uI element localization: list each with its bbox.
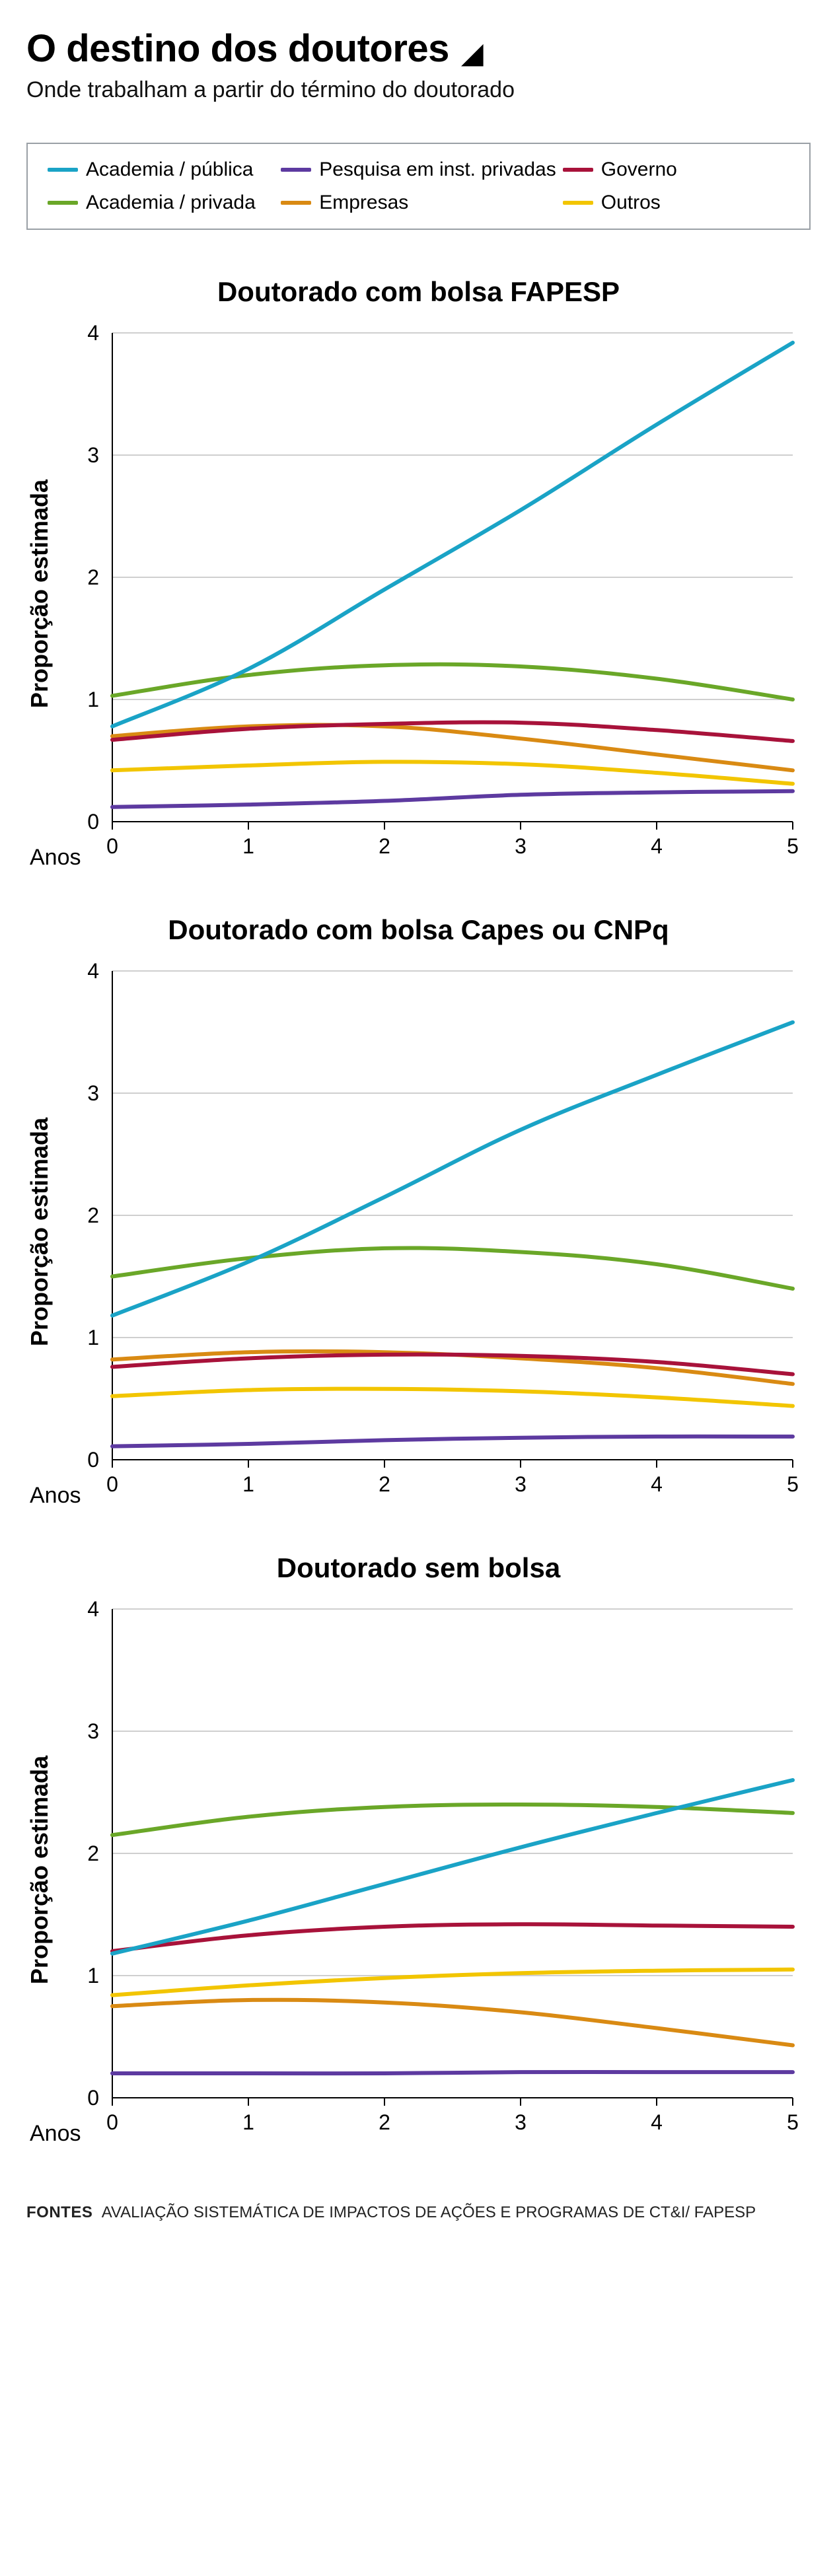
legend-swatch-icon [563, 201, 593, 205]
legend-item-academia_privada: Academia / privada [48, 192, 274, 214]
chart-panel: Doutorado com bolsa Capes ou CNPq Proporç… [26, 914, 811, 1506]
source-footer: FONTES AVALIAÇÃO SISTEMÁTICA DE IMPACTOS… [26, 2203, 811, 2222]
chart-svg: 0 1 2 3 4 0 1 2 3 4 5 [26, 958, 806, 1506]
y-tick-label: 4 [87, 959, 99, 983]
x-tick-label: 3 [515, 834, 527, 858]
y-axis-label: Proporção estimada [26, 1118, 54, 1346]
y-axis-label: Proporção estimada [26, 1756, 54, 1984]
legend-item-label: Empresas [319, 192, 408, 214]
legend-item-label: Pesquisa em inst. privadas [319, 159, 556, 181]
x-tick-label: 1 [242, 834, 254, 858]
chart-panel: Doutorado sem bolsa Proporção estimada Ano… [26, 1552, 811, 2144]
expand-triangle-icon: ◢ [461, 39, 484, 68]
x-tick-label: 5 [787, 1472, 799, 1496]
series-line-academia_privada [112, 1248, 793, 1289]
chart-panel: Doutorado com bolsa FAPESP Proporção esti… [26, 276, 811, 868]
chart-panel-title: Doutorado com bolsa Capes ou CNPq [26, 914, 811, 946]
y-tick-label: 1 [87, 688, 99, 711]
y-axis-label: Proporção estimada [26, 480, 54, 708]
x-tick-label: 5 [787, 2110, 799, 2134]
legend-swatch-icon [48, 168, 78, 172]
title-row: O destino dos doutores ◢ [26, 26, 811, 71]
y-tick-label: 0 [87, 810, 99, 834]
legend-swatch-icon [281, 168, 311, 172]
x-tick-label: 4 [651, 1472, 663, 1496]
y-tick-label: 2 [87, 1203, 99, 1227]
source-footer-label: FONTES [26, 2203, 92, 2221]
chart-panel-title: Doutorado sem bolsa [26, 1552, 811, 1584]
series-line-academia_publica [112, 343, 793, 727]
legend-item-outros: Outros [563, 192, 789, 214]
series-line-academia_publica [112, 1022, 793, 1316]
y-tick-label: 3 [87, 1719, 99, 1743]
legend-swatch-icon [563, 168, 593, 172]
chart-area: Proporção estimadaAnos01234012345 [26, 320, 811, 868]
page-subtitle: Onde trabalham a partir do término do do… [26, 77, 811, 103]
legend-item-label: Governo [601, 159, 677, 181]
legend-swatch-icon [48, 201, 78, 205]
x-tick-label: 3 [515, 1472, 527, 1496]
legend-item-label: Academia / privada [86, 192, 256, 214]
y-tick-label: 4 [87, 1597, 99, 1621]
series-line-empresas [112, 2000, 793, 2046]
y-tick-label: 0 [87, 1448, 99, 1472]
page-title: O destino dos doutores [26, 26, 449, 71]
series-line-pesquisa_privada [112, 791, 793, 807]
x-axis-label: Anos [30, 1483, 81, 1509]
y-tick-label: 2 [87, 565, 99, 589]
page: O destino dos doutores ◢ Onde trabalham … [0, 0, 837, 2248]
chart-area: Proporção estimadaAnos01234012345 [26, 958, 811, 1506]
y-tick-label: 1 [87, 1326, 99, 1349]
x-tick-label: 0 [106, 834, 118, 858]
x-tick-label: 4 [651, 2110, 663, 2134]
legend-item-empresas: Empresas [281, 192, 556, 214]
y-tick-label: 2 [87, 1842, 99, 1865]
x-tick-label: 3 [515, 2110, 527, 2134]
series-line-academia_privada [112, 1805, 793, 1835]
legend-item-label: Academia / pública [86, 159, 253, 181]
y-tick-label: 4 [87, 321, 99, 345]
x-tick-label: 2 [379, 2110, 390, 2134]
source-footer-text: AVALIAÇÃO SISTEMÁTICA DE IMPACTOS DE AÇÕ… [102, 2203, 756, 2221]
legend-item-governo: Governo [563, 159, 789, 181]
y-tick-label: 1 [87, 1964, 99, 1987]
x-tick-label: 1 [242, 1472, 254, 1496]
x-axis-label: Anos [30, 845, 81, 871]
chart-panel-title: Doutorado com bolsa FAPESP [26, 276, 811, 308]
series-line-pesquisa_privada [112, 2072, 793, 2073]
series-line-pesquisa_privada [112, 1437, 793, 1447]
y-tick-label: 3 [87, 443, 99, 467]
x-tick-label: 0 [106, 1472, 118, 1496]
chart-svg: 0 1 2 3 4 0 1 2 3 4 5 [26, 320, 806, 868]
series-line-academia_privada [112, 664, 793, 699]
legend-item-academia_publica: Academia / pública [48, 159, 274, 181]
chart-svg: 0 1 2 3 4 0 1 2 3 4 5 [26, 1596, 806, 2144]
legend-item-pesquisa_privada: Pesquisa em inst. privadas [281, 159, 556, 181]
x-tick-label: 1 [242, 2110, 254, 2134]
legend-item-label: Outros [601, 192, 661, 214]
x-tick-label: 5 [787, 834, 799, 858]
x-tick-label: 2 [379, 834, 390, 858]
series-line-outros [112, 1970, 793, 1995]
legend: Academia / pública Pesquisa em inst. priv… [26, 143, 811, 230]
legend-swatch-icon [281, 201, 311, 205]
x-tick-label: 2 [379, 1472, 390, 1496]
x-tick-label: 4 [651, 834, 663, 858]
x-axis-label: Anos [30, 2121, 81, 2147]
chart-area: Proporção estimadaAnos01234012345 [26, 1596, 811, 2144]
y-tick-label: 3 [87, 1081, 99, 1105]
panels-host: Doutorado com bolsa FAPESP Proporção esti… [26, 276, 811, 2144]
x-tick-label: 0 [106, 2110, 118, 2134]
series-line-outros [112, 762, 793, 783]
y-tick-label: 0 [87, 2086, 99, 2110]
series-line-outros [112, 1389, 793, 1406]
